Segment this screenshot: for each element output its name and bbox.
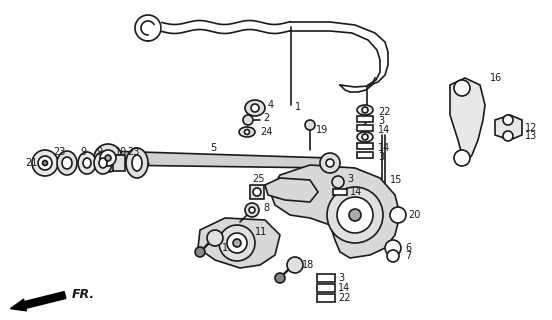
Ellipse shape (100, 150, 116, 166)
Circle shape (454, 80, 470, 96)
Circle shape (326, 159, 334, 167)
Ellipse shape (94, 152, 112, 174)
Text: 14: 14 (338, 283, 351, 293)
Circle shape (454, 150, 470, 166)
Ellipse shape (94, 144, 122, 172)
Circle shape (219, 225, 255, 261)
Circle shape (287, 257, 303, 273)
Circle shape (32, 150, 58, 176)
Text: 10: 10 (115, 147, 128, 157)
Text: 6: 6 (405, 243, 411, 253)
Text: 23: 23 (53, 147, 65, 157)
Circle shape (249, 207, 255, 213)
Bar (317, 274, 335, 282)
Text: 19: 19 (316, 125, 328, 135)
Ellipse shape (62, 157, 72, 169)
Circle shape (332, 176, 344, 188)
Ellipse shape (320, 153, 340, 173)
Circle shape (43, 161, 47, 165)
Text: 1: 1 (295, 102, 301, 112)
Ellipse shape (99, 158, 107, 168)
Circle shape (305, 120, 315, 130)
Circle shape (233, 239, 241, 247)
Text: 24: 24 (260, 127, 272, 137)
Text: 14: 14 (350, 187, 362, 197)
Circle shape (387, 250, 399, 262)
Text: 18: 18 (302, 260, 314, 270)
Bar (357, 143, 373, 149)
Text: 9: 9 (96, 147, 102, 157)
Ellipse shape (78, 152, 96, 174)
Polygon shape (495, 115, 522, 140)
Text: 12: 12 (525, 123, 538, 133)
Bar (250, 185, 264, 199)
Text: 9: 9 (80, 147, 86, 157)
Circle shape (362, 107, 368, 113)
Circle shape (38, 156, 52, 170)
Ellipse shape (357, 132, 373, 142)
Circle shape (227, 233, 247, 253)
Bar (317, 294, 335, 302)
Text: 22: 22 (378, 107, 390, 117)
Ellipse shape (57, 151, 77, 175)
Ellipse shape (245, 100, 265, 116)
Polygon shape (270, 165, 400, 258)
Text: 3: 3 (338, 273, 344, 283)
Circle shape (245, 203, 259, 217)
Text: FR.: FR. (72, 289, 95, 301)
Polygon shape (450, 78, 485, 160)
Circle shape (245, 130, 250, 134)
Circle shape (390, 207, 406, 223)
FancyArrow shape (10, 292, 66, 311)
Text: 4: 4 (268, 100, 274, 110)
Circle shape (337, 197, 373, 233)
Text: 16: 16 (490, 73, 502, 83)
Text: 13: 13 (525, 131, 537, 141)
Ellipse shape (126, 148, 148, 178)
Circle shape (349, 209, 361, 221)
Bar (317, 284, 335, 292)
Circle shape (251, 104, 259, 112)
Circle shape (105, 155, 111, 161)
Text: 21: 21 (25, 158, 38, 168)
Circle shape (503, 115, 513, 125)
Bar (357, 152, 373, 158)
Circle shape (385, 240, 401, 256)
Circle shape (327, 187, 383, 243)
Ellipse shape (132, 155, 142, 171)
Text: 25: 25 (252, 174, 264, 184)
Bar (113, 155, 125, 171)
Text: 2: 2 (263, 113, 269, 123)
Text: 3: 3 (347, 174, 353, 184)
Ellipse shape (239, 127, 255, 137)
Circle shape (275, 273, 285, 283)
Circle shape (503, 131, 513, 141)
Polygon shape (198, 218, 280, 268)
Ellipse shape (83, 158, 91, 168)
Circle shape (243, 115, 253, 125)
Ellipse shape (357, 105, 373, 115)
Text: 17: 17 (222, 243, 235, 253)
Bar (357, 125, 373, 131)
Circle shape (362, 134, 368, 140)
Text: 3: 3 (378, 152, 384, 162)
Text: 14: 14 (378, 125, 390, 135)
Text: 15: 15 (390, 175, 402, 185)
Text: 14: 14 (378, 143, 390, 153)
Text: 22: 22 (338, 293, 351, 303)
Text: 3: 3 (378, 116, 384, 126)
Bar (357, 116, 373, 122)
Polygon shape (108, 151, 330, 168)
Text: 5: 5 (210, 143, 216, 153)
Text: 20: 20 (408, 210, 421, 220)
Text: 11: 11 (255, 227, 267, 237)
Text: 8: 8 (263, 203, 269, 213)
Polygon shape (265, 178, 318, 202)
Circle shape (207, 230, 223, 246)
Text: 23: 23 (127, 147, 139, 157)
Circle shape (253, 188, 261, 196)
Bar (333, 189, 347, 195)
Text: 7: 7 (405, 251, 411, 261)
Circle shape (195, 247, 205, 257)
